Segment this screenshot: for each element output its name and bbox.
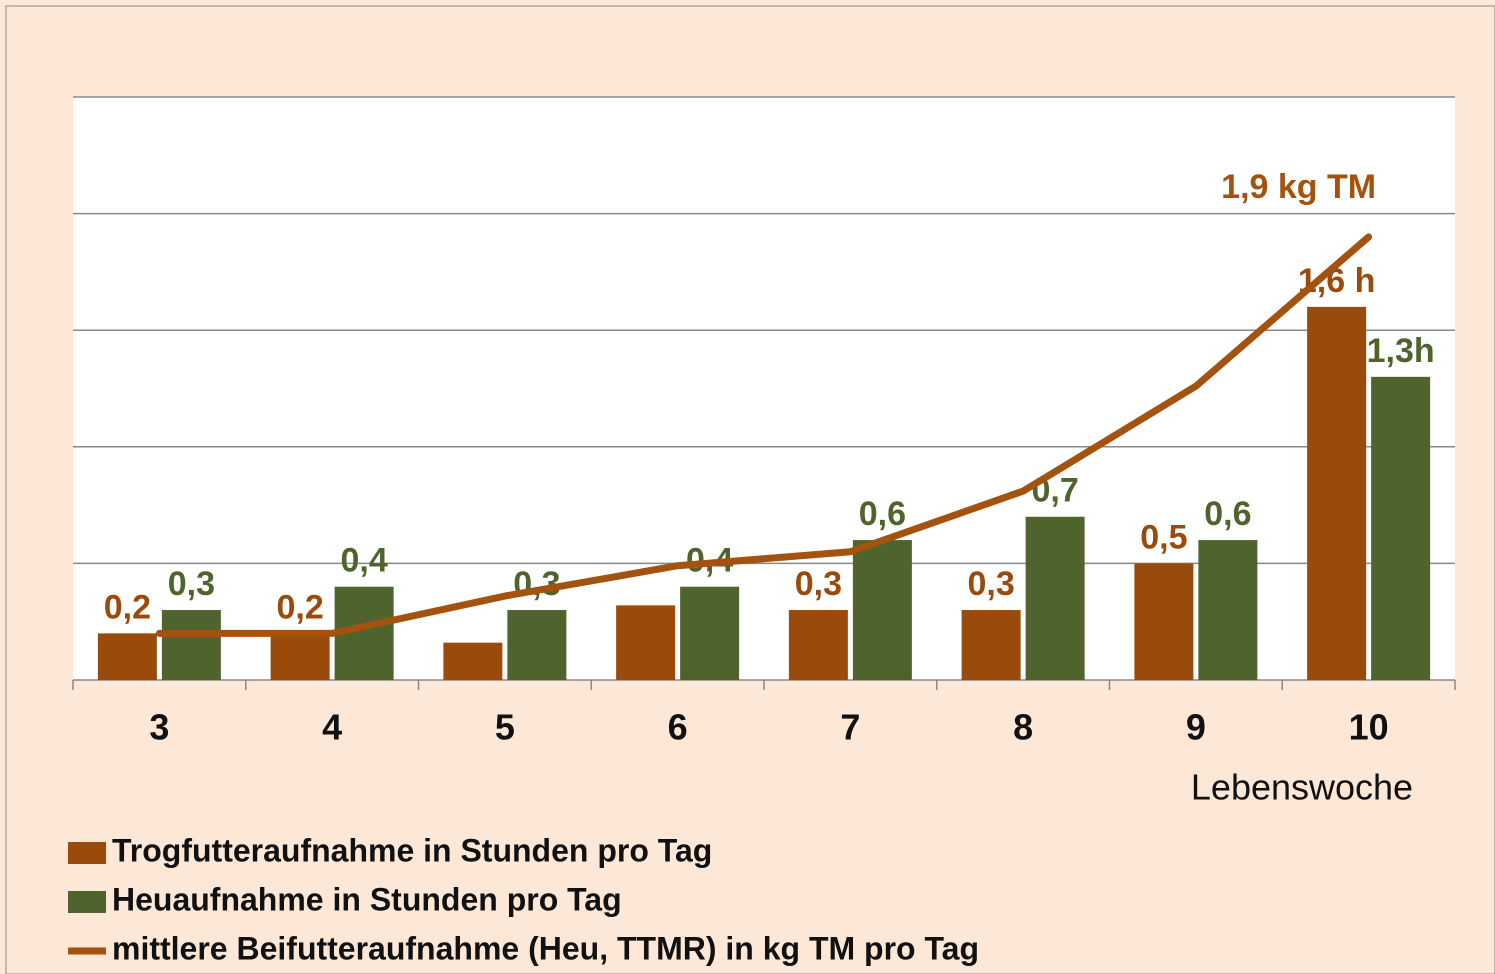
x-tick-label: 8 [1013, 707, 1033, 748]
legend-label: mittlere Beifutteraufnahme (Heu, TTMR) i… [112, 930, 979, 966]
bar [1307, 306, 1367, 680]
bar [680, 586, 740, 680]
data-label: 0,2 [276, 588, 323, 626]
x-tick-label: 6 [668, 707, 688, 748]
bar [1025, 516, 1085, 680]
bar [507, 610, 567, 680]
bar [852, 540, 912, 680]
legend-label: Trogfutteraufnahme in Stunden pro Tag [112, 832, 712, 868]
legend-swatch [68, 891, 106, 913]
data-label: 0,4 [340, 542, 387, 580]
legend-label: Heuaufnahme in Stunden pro Tag [112, 881, 622, 917]
x-tick-label: 5 [495, 707, 515, 748]
data-label: 1,3h [1367, 332, 1435, 370]
x-tick-label: 7 [840, 707, 860, 748]
data-label: 0,3 [967, 565, 1014, 603]
bar [443, 642, 503, 680]
bar [161, 610, 221, 680]
bar [1371, 376, 1431, 680]
data-label: 0,2 [104, 588, 151, 626]
bar [1134, 563, 1194, 680]
data-label: 0,7 [1031, 472, 1078, 510]
line [155, 233, 1373, 637]
data-label: 0,6 [859, 495, 906, 533]
bar [270, 633, 330, 680]
data-label: 1,9 kg TM [1221, 168, 1376, 206]
x-tick-label: 4 [322, 707, 342, 748]
data-label: 0,3 [795, 565, 842, 603]
data-label: 0,3 [168, 565, 215, 603]
bar [961, 610, 1021, 680]
bar [1198, 540, 1258, 680]
x-tick-label: 10 [1349, 707, 1389, 748]
bar [97, 633, 157, 680]
x-tick-label: 9 [1186, 707, 1206, 748]
x-tick-label: 3 [149, 707, 169, 748]
data-label: 0,5 [1140, 518, 1187, 556]
bar [616, 605, 676, 680]
bar [788, 610, 848, 680]
data-label: 0,6 [1204, 495, 1251, 533]
legend-swatch [68, 842, 106, 864]
x-axis-label: Lebenswoche [1191, 767, 1413, 808]
